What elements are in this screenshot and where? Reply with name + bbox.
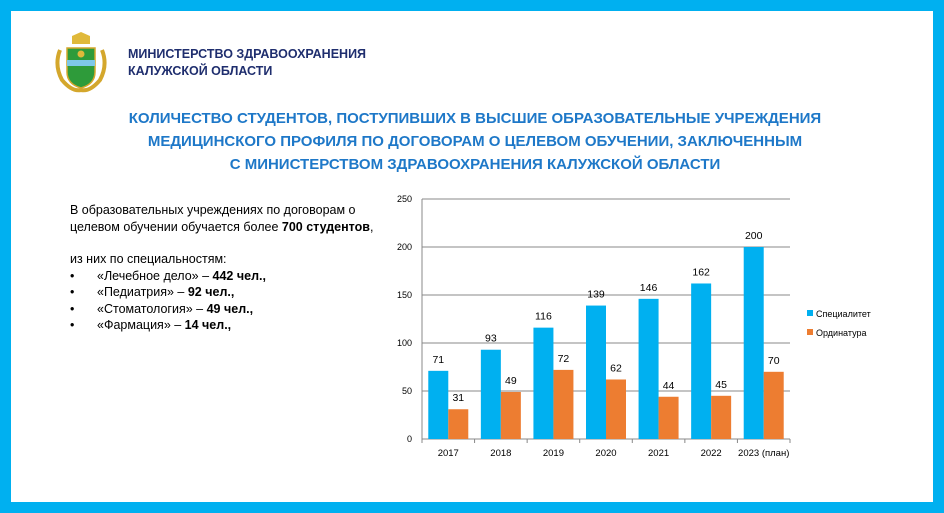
summary-text-part: целевом обучении обучается более: [70, 219, 282, 234]
specialty-list: «Лечебное дело» – 442 чел., «Педиатрия» …: [70, 268, 373, 334]
bar-Специалитет: [480, 349, 501, 439]
y-tick-label: 200: [397, 242, 412, 252]
y-tick-label: 250: [397, 194, 412, 204]
legend-label: Ординатура: [816, 328, 867, 338]
ministry-line-1: МИНИСТЕРСТВО ЗДРАВООХРАНЕНИЯ: [128, 47, 367, 61]
specialty-count: 14 чел.,: [184, 318, 232, 332]
data-label: 31: [452, 392, 464, 404]
specialty-name: «Лечебное дело» –: [97, 268, 213, 283]
specialty-count: 49 чел.,: [206, 301, 254, 316]
bar-Ординатура: [553, 369, 574, 439]
data-label: 93: [485, 333, 497, 345]
bar-Специалитет: [533, 327, 554, 439]
title-line-2: МЕДИЦИНСКОГО ПРОФИЛЯ ПО ДОГОВОРАМ О ЦЕЛЕ…: [147, 133, 803, 150]
data-label: 162: [692, 266, 710, 278]
x-tick-label: 2017: [438, 448, 459, 459]
data-label: 116: [535, 311, 552, 323]
bar-Ординатура: [448, 409, 469, 439]
ministry-name: МИНИСТЕРСТВО ЗДРАВООХРАНЕНИЯ КАЛУЖСКОЙ О…: [128, 46, 366, 80]
data-label: 45: [715, 379, 727, 391]
list-item: «Лечебное дело» – 442 чел.,: [70, 268, 373, 285]
title-line-1: КОЛИЧЕСТВО СТУДЕНТОВ, ПОСТУПИВШИХ В ВЫСШ…: [128, 110, 822, 127]
x-tick-label: 2019: [543, 448, 564, 459]
summary-line-2: целевом обучении обучается более 700 сту…: [70, 219, 373, 236]
specialty-count: 92 чел.,: [187, 285, 235, 299]
bar-Специалитет: [743, 247, 764, 439]
bar-Специалитет: [691, 283, 712, 439]
data-label: 49: [505, 375, 517, 387]
legend-swatch: [807, 310, 813, 316]
data-label: 139: [587, 289, 605, 301]
summary-text: В образовательных учреждениях по договор…: [70, 202, 373, 334]
bar-Ординатура: [658, 396, 679, 439]
summary-text-part: ,: [369, 219, 374, 234]
x-tick-label: 2020: [595, 448, 616, 459]
y-tick-label: 100: [397, 338, 412, 348]
slide-title: КОЛИЧЕСТВО СТУДЕНТОВ, ПОСТУПИВШИХ В ВЫСШ…: [80, 107, 870, 176]
legend-label: Специалитет: [816, 309, 871, 319]
summary-line-1: В образовательных учреждениях по договор…: [70, 203, 356, 217]
y-tick-label: 150: [397, 290, 412, 300]
data-label: 62: [610, 362, 622, 374]
x-tick-label: 2021: [648, 448, 669, 459]
x-tick-label: 2022: [701, 448, 722, 459]
title-line-3: С МИНИСТЕРСТВОМ ЗДРАВООХРАНЕНИЯ КАЛУЖСКО…: [229, 156, 721, 173]
bar-Специалитет: [638, 298, 659, 439]
x-tick-label: 2018: [490, 448, 511, 459]
bar-Ординатура: [711, 395, 732, 439]
data-label: 44: [663, 380, 675, 392]
list-item: «Фармация» – 14 чел.,: [70, 317, 373, 334]
summary-subheading: из них по специальностям:: [70, 252, 227, 266]
specialty-name: «Стоматология» –: [97, 301, 207, 316]
bar-Ординатура: [606, 379, 626, 439]
specialty-name: «Фармация» –: [97, 318, 185, 332]
bar-Специалитет: [586, 305, 606, 439]
y-tick-label: 0: [407, 434, 412, 444]
data-label: 71: [432, 354, 444, 366]
student-count: 700 студентов: [281, 219, 370, 234]
bar-Ординатура: [763, 371, 784, 439]
ministry-line-2: КАЛУЖСКОЙ ОБЛАСТИ: [128, 64, 273, 78]
list-item: «Педиатрия» – 92 чел.,: [70, 284, 373, 301]
specialty-name: «Педиатрия» –: [97, 285, 188, 299]
data-label: 72: [558, 353, 570, 365]
x-tick-label: 2023 (план): [738, 448, 789, 459]
list-item: «Стоматология» – 49 чел.,: [70, 301, 373, 318]
legend-swatch: [807, 329, 813, 335]
specialty-count: 442 чел.,: [212, 268, 266, 283]
y-tick-label: 50: [402, 386, 412, 396]
bar-Специалитет: [428, 370, 449, 439]
bar-Ординатура: [500, 391, 521, 439]
coat-of-arms-logo: [55, 32, 107, 93]
data-label: 200: [745, 230, 763, 242]
data-label: 70: [768, 355, 780, 367]
data-label: 146: [640, 282, 658, 294]
